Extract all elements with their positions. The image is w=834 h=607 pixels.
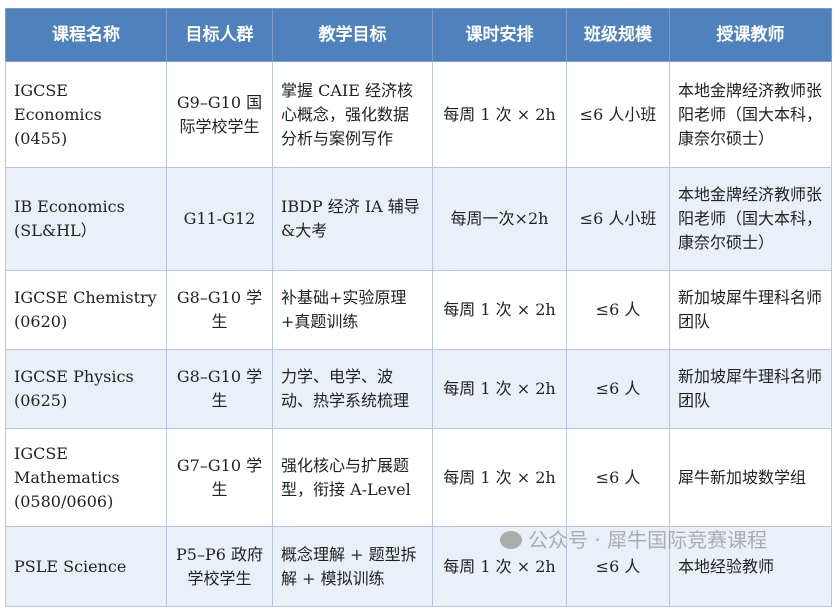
header-goal: 教学目标: [272, 8, 433, 62]
wechat-icon: [500, 531, 522, 549]
goal-cell: IBDP 经济 IA 辅导&大考: [272, 167, 433, 271]
audience-cell: G8–G10 学生: [166, 349, 273, 429]
schedule-cell: 每周 1 次 × 2h: [432, 61, 567, 168]
schedule-cell: 每周 1 次 × 2h: [432, 270, 567, 350]
size-cell: ≤6 人小班: [566, 167, 670, 271]
course-cell: PSLE Science: [5, 526, 167, 607]
header-schedule: 课时安排: [432, 8, 567, 62]
header-size: 班级规模: [566, 8, 670, 62]
course-cell: IGCSE Mathematics (0580/0606): [5, 428, 167, 527]
audience-cell: G11-G12: [166, 167, 273, 271]
table-row: IGCSE Physics (0625) G8–G10 学生 力学、电学、波动、…: [5, 349, 832, 429]
course-cell: IGCSE Chemistry (0620): [5, 270, 167, 350]
audience-cell: G7–G10 学生: [166, 428, 273, 527]
size-cell: ≤6 人: [566, 270, 670, 350]
audience-cell: G9–G10 国际学校学生: [166, 61, 273, 168]
teacher-cell: 新加坡犀牛理科名师团队: [669, 270, 832, 350]
course-cell: IB Economics (SL&HL）: [5, 167, 167, 271]
goal-cell: 掌握 CAIE 经济核心概念，强化数据分析与案例写作: [272, 61, 433, 168]
size-cell: ≤6 人: [566, 349, 670, 429]
goal-cell: 力学、电学、波动、热学系统梳理: [272, 349, 433, 429]
goal-cell: 补基础+实验原理+真题训练: [272, 270, 433, 350]
schedule-cell: 每周一次×2h: [432, 167, 567, 271]
schedule-cell: 每周 1 次 × 2h: [432, 428, 567, 527]
course-cell: IGCSE Economics (0455): [5, 61, 167, 168]
audience-cell: G8–G10 学生: [166, 270, 273, 350]
size-cell: ≤6 人: [566, 428, 670, 527]
course-cell: IGCSE Physics (0625): [5, 349, 167, 429]
table-row: IGCSE Chemistry (0620) G8–G10 学生 补基础+实验原…: [5, 270, 832, 350]
goal-cell: 强化核心与扩展题型，衔接 A-Level: [272, 428, 433, 527]
table-row: IGCSE Economics (0455) G9–G10 国际学校学生 掌握 …: [5, 61, 832, 168]
goal-cell: 概念理解 + 题型拆解 + 模拟训练: [272, 526, 433, 607]
header-row: 课程名称 目标人群 教学目标 课时安排 班级规模 授课教师: [5, 8, 832, 62]
audience-cell: P5–P6 政府学校学生: [166, 526, 273, 607]
schedule-cell: 每周 1 次 × 2h: [432, 349, 567, 429]
size-cell: ≤6 人小班: [566, 61, 670, 168]
watermark-text: 公众号 · 犀牛国际竞赛课程: [528, 528, 768, 552]
teacher-cell: 新加坡犀牛理科名师团队: [669, 349, 832, 429]
table-row: IB Economics (SL&HL） G11-G12 IBDP 经济 IA …: [5, 167, 832, 271]
course-table: 课程名称 目标人群 教学目标 课时安排 班级规模 授课教师 IGCSE Econ…: [5, 8, 832, 607]
watermark: 公众号 · 犀牛国际竞赛课程: [500, 524, 767, 553]
teacher-cell: 本地金牌经济教师张阳老师（国大本科，康奈尔硕士）: [669, 167, 832, 271]
teacher-cell: 犀牛新加坡数学组: [669, 428, 832, 527]
header-course: 课程名称: [5, 8, 167, 62]
header-teacher: 授课教师: [669, 8, 832, 62]
header-audience: 目标人群: [166, 8, 273, 62]
teacher-cell: 本地金牌经济教师张阳老师（国大本科，康奈尔硕士）: [669, 61, 832, 168]
table-row: IGCSE Mathematics (0580/0606) G7–G10 学生 …: [5, 428, 832, 527]
